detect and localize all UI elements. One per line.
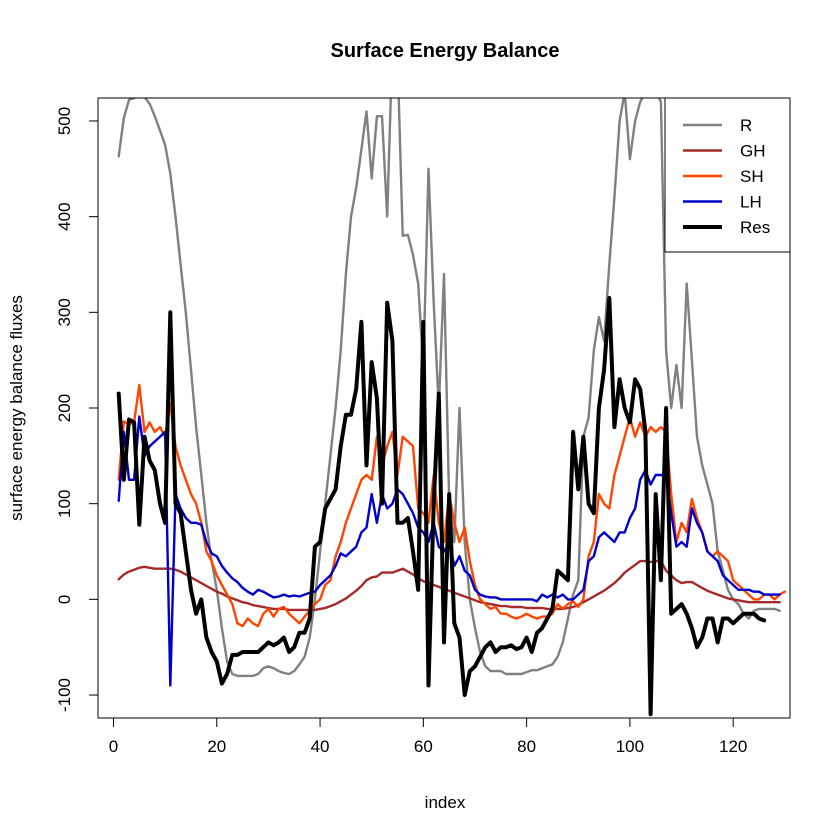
legend-label-gh: GH — [740, 142, 766, 161]
x-tick-label: 0 — [109, 737, 118, 756]
x-tick-label: 120 — [719, 737, 747, 756]
chart-title: Surface Energy Balance — [331, 40, 560, 62]
y-axis-label: surface energy balance fluxes — [7, 295, 26, 521]
legend-label-sh: SH — [740, 167, 764, 186]
y-tick-label: 300 — [55, 298, 74, 326]
plot-lines — [116, 98, 786, 717]
y-tick-label: -100 — [55, 678, 74, 712]
y-tick-label: 200 — [55, 394, 74, 422]
x-tick-label: 100 — [616, 737, 644, 756]
legend-label-lh: LH — [740, 193, 762, 212]
y-axis: -100 0 100 200 300 400 500 — [55, 107, 99, 712]
y-tick-label: 500 — [55, 107, 74, 135]
y-tick-label: 100 — [55, 489, 74, 517]
y-tick-label: 0 — [55, 595, 74, 604]
legend-label-res: Res — [740, 218, 770, 237]
x-tick-label: 60 — [414, 737, 433, 756]
legend-label-r: R — [740, 116, 752, 135]
legend: R GH SH LH Res — [664, 97, 791, 253]
x-axis: 0 20 40 60 80 100 120 — [109, 717, 747, 756]
x-tick-label: 80 — [517, 737, 536, 756]
x-tick-label: 20 — [207, 737, 226, 756]
y-tick-label: 400 — [55, 202, 74, 230]
plot-frame — [97, 97, 791, 719]
x-tick-label: 40 — [311, 737, 330, 756]
x-axis-label: index — [425, 793, 466, 812]
series-line-res — [116, 296, 767, 717]
